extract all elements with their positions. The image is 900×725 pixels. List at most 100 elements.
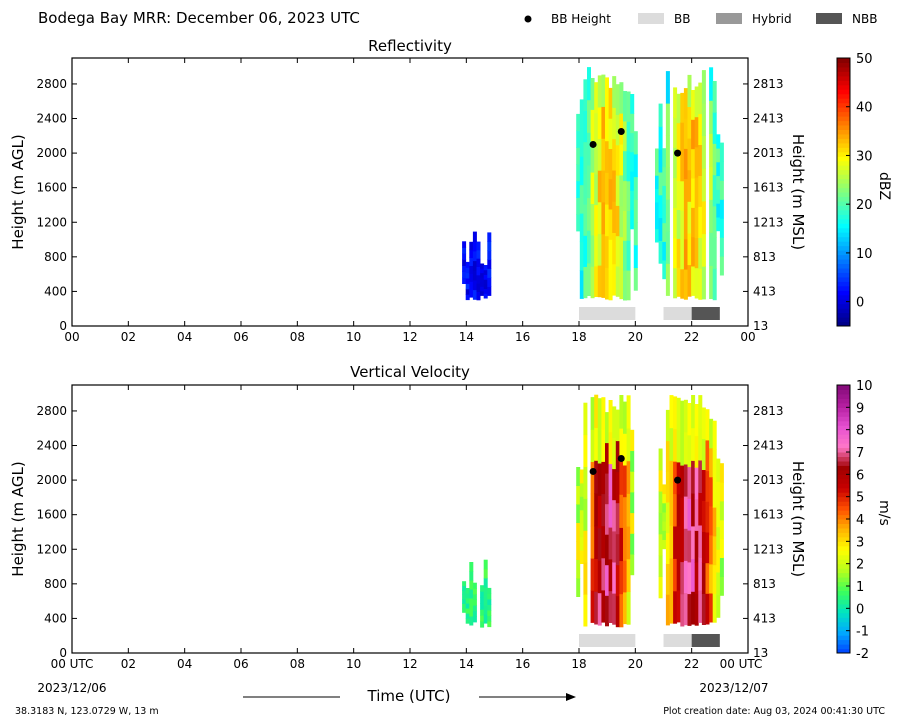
- echo-cell: [480, 585, 485, 592]
- echo-cell: [626, 460, 631, 494]
- y2-axis-label: Height (m MSL): [789, 461, 807, 577]
- echo-cell: [615, 205, 620, 237]
- colorbar-step: [837, 563, 850, 569]
- echo-cell: [480, 290, 485, 296]
- echo-cell: [630, 491, 635, 514]
- colorbar-tick-label: 9: [856, 401, 864, 416]
- legend-swatch: [816, 13, 842, 24]
- echo-cell: [658, 194, 663, 219]
- echo-cell: [597, 265, 602, 298]
- echo-cell: [605, 77, 609, 110]
- echo-cell: [655, 148, 659, 163]
- echo-cell: [583, 141, 588, 174]
- echo-cell: [705, 501, 710, 533]
- echo-cell: [709, 505, 714, 536]
- colorbar-step: [837, 147, 850, 153]
- echo-cell: [594, 82, 599, 114]
- echo-cell: [662, 148, 667, 168]
- echo-cell: [462, 607, 467, 613]
- echo-region: [462, 231, 492, 301]
- x-tick-label: 02: [121, 657, 136, 671]
- colorbar-step: [837, 483, 850, 489]
- echo-cell: [590, 78, 595, 110]
- colorbar-step: [837, 276, 850, 282]
- echo-cell: [587, 230, 591, 264]
- y-tick-label: 800: [44, 577, 67, 591]
- echo-cell: [472, 270, 477, 281]
- echo-cell: [662, 241, 667, 261]
- colorbar-step: [837, 250, 850, 256]
- echo-cell: [669, 525, 674, 559]
- echo-cell: [605, 235, 609, 268]
- echo-cell: [594, 394, 599, 428]
- colorbar-step: [837, 62, 850, 68]
- echo-cell: [597, 592, 602, 626]
- echo-cell: [630, 113, 635, 134]
- echo-cell: [665, 199, 670, 232]
- echo-cell: [683, 560, 688, 593]
- x-tick-label: 06: [233, 330, 248, 344]
- echo-cell: [480, 615, 485, 622]
- echo-cell: [687, 74, 692, 107]
- echo-cell: [680, 400, 685, 434]
- colorbar-step: [837, 169, 850, 175]
- x-tick-label: 12: [402, 330, 417, 344]
- echo-cell: [662, 521, 667, 531]
- y-tick-label: 2000: [36, 146, 67, 160]
- echo-cell: [476, 266, 481, 276]
- echo-cell: [691, 558, 696, 592]
- echo-cell: [683, 269, 688, 300]
- echo-cell: [630, 190, 635, 211]
- echo-cell: [579, 156, 584, 186]
- colorbar-step: [837, 272, 850, 278]
- echo-cell: [633, 244, 638, 268]
- legend-item: BB: [638, 12, 690, 26]
- echo-cell: [701, 168, 706, 202]
- echo-cell: [476, 258, 481, 267]
- echo-region: [576, 394, 635, 628]
- echo-cell: [673, 207, 678, 239]
- y2-tick-label: 2813: [753, 404, 784, 418]
- echo-cell: [579, 482, 584, 497]
- echo-cell: [658, 555, 663, 577]
- echo-cell: [594, 525, 599, 559]
- echo-cell: [579, 496, 584, 511]
- echo-cell: [626, 240, 631, 271]
- colorbar-step: [837, 420, 850, 426]
- colorbar-step: [837, 438, 850, 444]
- x-tick-label: 00 UTC: [51, 657, 94, 671]
- echo-cell: [483, 279, 488, 285]
- echo-cell: [619, 205, 624, 238]
- colorbar-frame: [836, 57, 851, 327]
- echo-cell: [658, 576, 663, 599]
- echo-cell: [483, 293, 488, 299]
- echo-cell: [590, 590, 595, 623]
- colorbar-step: [837, 218, 850, 224]
- legend-label: BB: [674, 12, 690, 26]
- x-tick-label: 20: [628, 330, 643, 344]
- colorbar-step: [837, 393, 850, 399]
- echo-cell: [601, 493, 606, 527]
- colorbar-step: [837, 89, 850, 95]
- colorbar-step: [837, 80, 850, 86]
- echo-cell: [701, 135, 706, 169]
- echo-cell: [469, 249, 474, 259]
- echo-cell: [623, 270, 627, 301]
- echo-cell: [462, 277, 467, 284]
- bb-height-point: [617, 127, 625, 135]
- echo-cell: [680, 180, 685, 211]
- echo-cell: [662, 204, 667, 224]
- echo-cell: [712, 535, 717, 566]
- colorbar-step: [837, 514, 850, 520]
- echo-cell: [465, 613, 470, 619]
- echo-cell: [472, 605, 477, 612]
- colorbar-label: dBZ: [876, 172, 892, 200]
- colorbar-step: [837, 510, 850, 516]
- y-tick-label: 2400: [36, 439, 67, 453]
- colorbar-step: [837, 151, 850, 157]
- echo-cell: [716, 175, 721, 190]
- echo-cell: [483, 274, 488, 280]
- echo-cell: [579, 213, 584, 243]
- echo-cell: [619, 527, 624, 562]
- echo-cell: [462, 271, 467, 278]
